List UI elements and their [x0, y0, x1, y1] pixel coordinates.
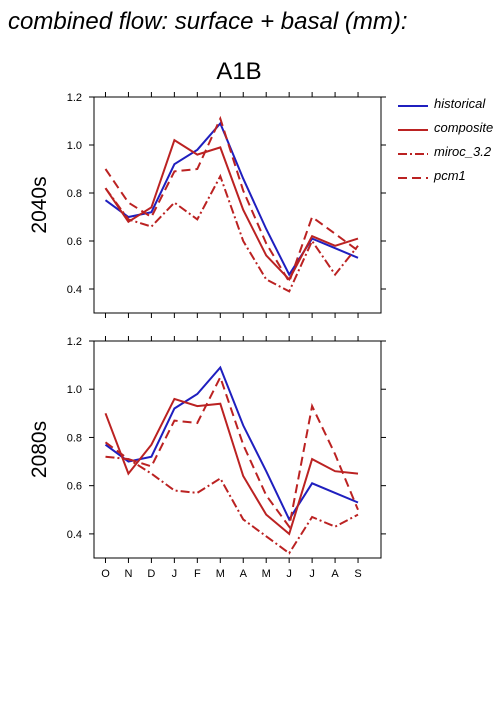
panel-2080s-ytick-label: 0.4: [67, 529, 82, 541]
x-tick-label: N: [124, 568, 132, 580]
panel-2040s-series-composite: [104, 138, 359, 282]
legend-label-pcm1: pcm1: [434, 168, 466, 183]
scenario-title: A1B: [216, 58, 262, 85]
legend-item-pcm1: pcm1: [398, 168, 501, 192]
legend-item-composite: composite: [398, 120, 501, 144]
legend-label-composite: composite: [434, 120, 494, 135]
panel-2080s-ylabel: 2080s: [28, 421, 51, 478]
x-tick-label: M: [262, 568, 271, 580]
panel-2040s-ytick-label: 1.0: [67, 140, 82, 152]
panel-2080s-series-miroc-3-2: [105, 455, 359, 555]
legend-swatch-pcm1: [398, 177, 428, 179]
panel-2080s-ytick-label: 0.6: [67, 481, 82, 493]
x-tick-label: A: [240, 568, 248, 580]
legend-label-miroc: miroc_3.2: [434, 144, 492, 159]
panel-2080s-series-pcm1: [104, 374, 359, 530]
x-tick-label: J: [286, 568, 292, 580]
legend-item-historical: historical: [398, 96, 501, 120]
x-tick-label: S: [354, 568, 361, 580]
panel-2040s-series-historical: [104, 121, 359, 277]
x-tick-label: J: [309, 568, 315, 580]
x-tick-label: M: [216, 568, 225, 580]
x-tick-label: J: [172, 568, 178, 580]
x-tick-label: A: [331, 568, 339, 580]
panel-2080s-series-historical: [104, 365, 359, 522]
legend-swatch-composite: [398, 129, 428, 131]
panel-2040s-series-pcm1: [104, 115, 359, 285]
panel-2080s-ytick-label: 1.2: [67, 336, 82, 348]
panel-2080s-frame: [93, 340, 382, 559]
panel-2040s-ytick-label: 0.8: [67, 188, 82, 200]
figure-title: combined flow: surface + basal (mm):: [8, 8, 408, 35]
legend-item-miroc: miroc_3.2: [398, 144, 501, 168]
panel-2040s-ytick-label: 0.4: [67, 284, 82, 296]
panel-2040s-ylabel: 2040s: [28, 176, 51, 233]
panel-2080s-ytick-label: 0.8: [67, 432, 82, 444]
panel-2040s-ytick-label: 1.2: [67, 92, 82, 104]
panel-2040s-series-miroc-3-2: [104, 173, 359, 293]
x-tick-label: F: [194, 568, 201, 580]
legend-label-historical: historical: [434, 96, 486, 111]
legend-swatch-historical: [398, 105, 428, 107]
x-tick-label: D: [147, 568, 155, 580]
panel-2080s-ytick-label: 1.0: [67, 384, 82, 396]
legend: historical composite miroc_3.2 pcm1: [398, 96, 501, 192]
panel-2040s-ytick-label: 0.6: [67, 236, 82, 248]
legend-swatch-miroc: [398, 153, 428, 155]
panel-2040s-frame: [93, 96, 382, 314]
panel-2080s-series-composite: [104, 397, 359, 536]
x-tick-label: O: [101, 568, 110, 580]
